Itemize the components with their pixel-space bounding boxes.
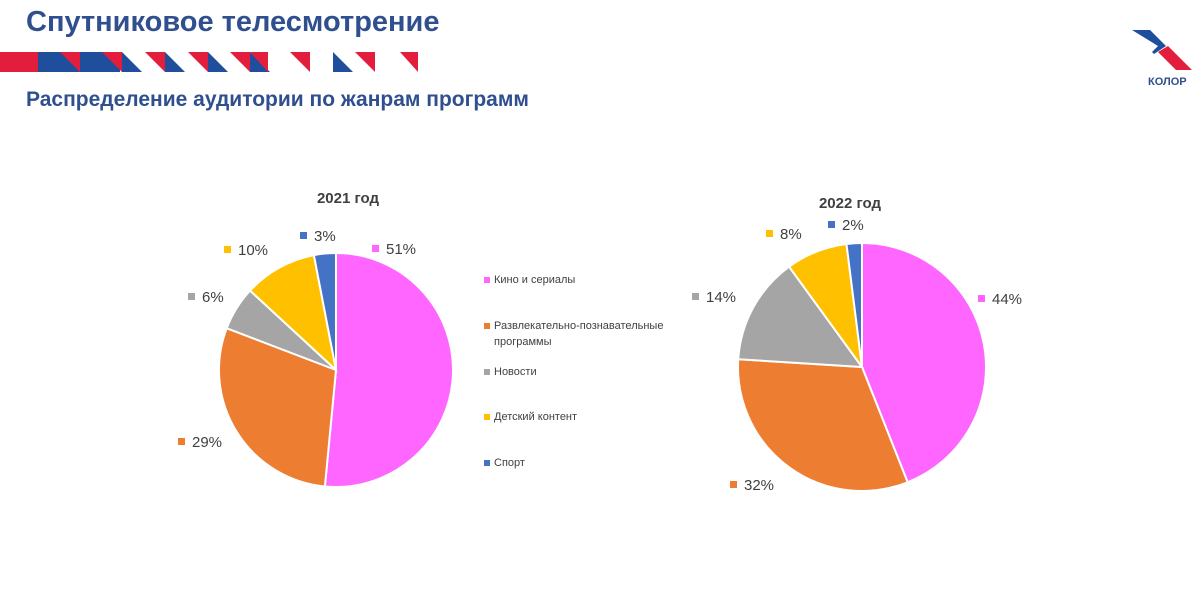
legend-item: Новости [484, 364, 694, 380]
label-marker [730, 481, 737, 488]
pie-slice [248, 253, 338, 373]
legend-label: Развлекательно-познавательные программы [494, 320, 664, 348]
chart-title: 2021 год [317, 190, 380, 207]
legend-label: Детский контент [494, 411, 578, 423]
chart-title: 2022 год [819, 195, 882, 212]
label-marker [978, 295, 985, 302]
legend-swatch [484, 277, 490, 283]
page-title: Спутниковое телесмотрение [26, 6, 440, 38]
legend-swatch [484, 414, 490, 420]
data-label: 44% [992, 291, 1022, 308]
data-label: 6% [202, 289, 224, 306]
legend-item: Спорт [484, 455, 694, 471]
legend-item: Развлекательно-познавательные программы [484, 318, 694, 350]
pie-slice [218, 326, 338, 488]
pie-slice [323, 251, 454, 488]
label-marker [300, 232, 307, 239]
data-label: 14% [706, 289, 736, 306]
data-label: 8% [780, 226, 802, 243]
legend-label: Спорт [494, 457, 525, 469]
legend-item: Кино и сериалы [484, 272, 694, 288]
label-marker [188, 293, 195, 300]
logo-icon [1132, 30, 1192, 70]
logo-text: КОЛОР [1148, 76, 1187, 88]
pie-slice [312, 251, 337, 371]
legend-label: Кино и сериалы [494, 274, 576, 286]
pie-slice [861, 241, 987, 484]
pie-slice [845, 241, 863, 368]
label-marker [766, 230, 773, 237]
legend-swatch [484, 460, 490, 466]
legend-item: Детский контент [484, 409, 694, 425]
data-label: 3% [314, 228, 336, 245]
label-marker [828, 221, 835, 228]
legend-swatch [484, 323, 490, 329]
legend-label: Новости [494, 366, 537, 378]
pie-slice [737, 358, 909, 492]
data-label: 2% [842, 217, 864, 234]
data-label: 29% [192, 434, 222, 451]
decorative-stripes [0, 52, 418, 72]
label-marker [178, 438, 185, 445]
legend-swatch [484, 369, 490, 375]
label-marker [224, 246, 231, 253]
data-label: 32% [744, 477, 774, 494]
label-marker [372, 245, 379, 252]
pie-slice [737, 265, 865, 369]
data-label: 10% [238, 242, 268, 259]
page-subtitle: Распределение аудитории по жанрам програ… [26, 88, 529, 111]
data-label: 51% [386, 241, 416, 258]
label-marker [692, 293, 699, 300]
